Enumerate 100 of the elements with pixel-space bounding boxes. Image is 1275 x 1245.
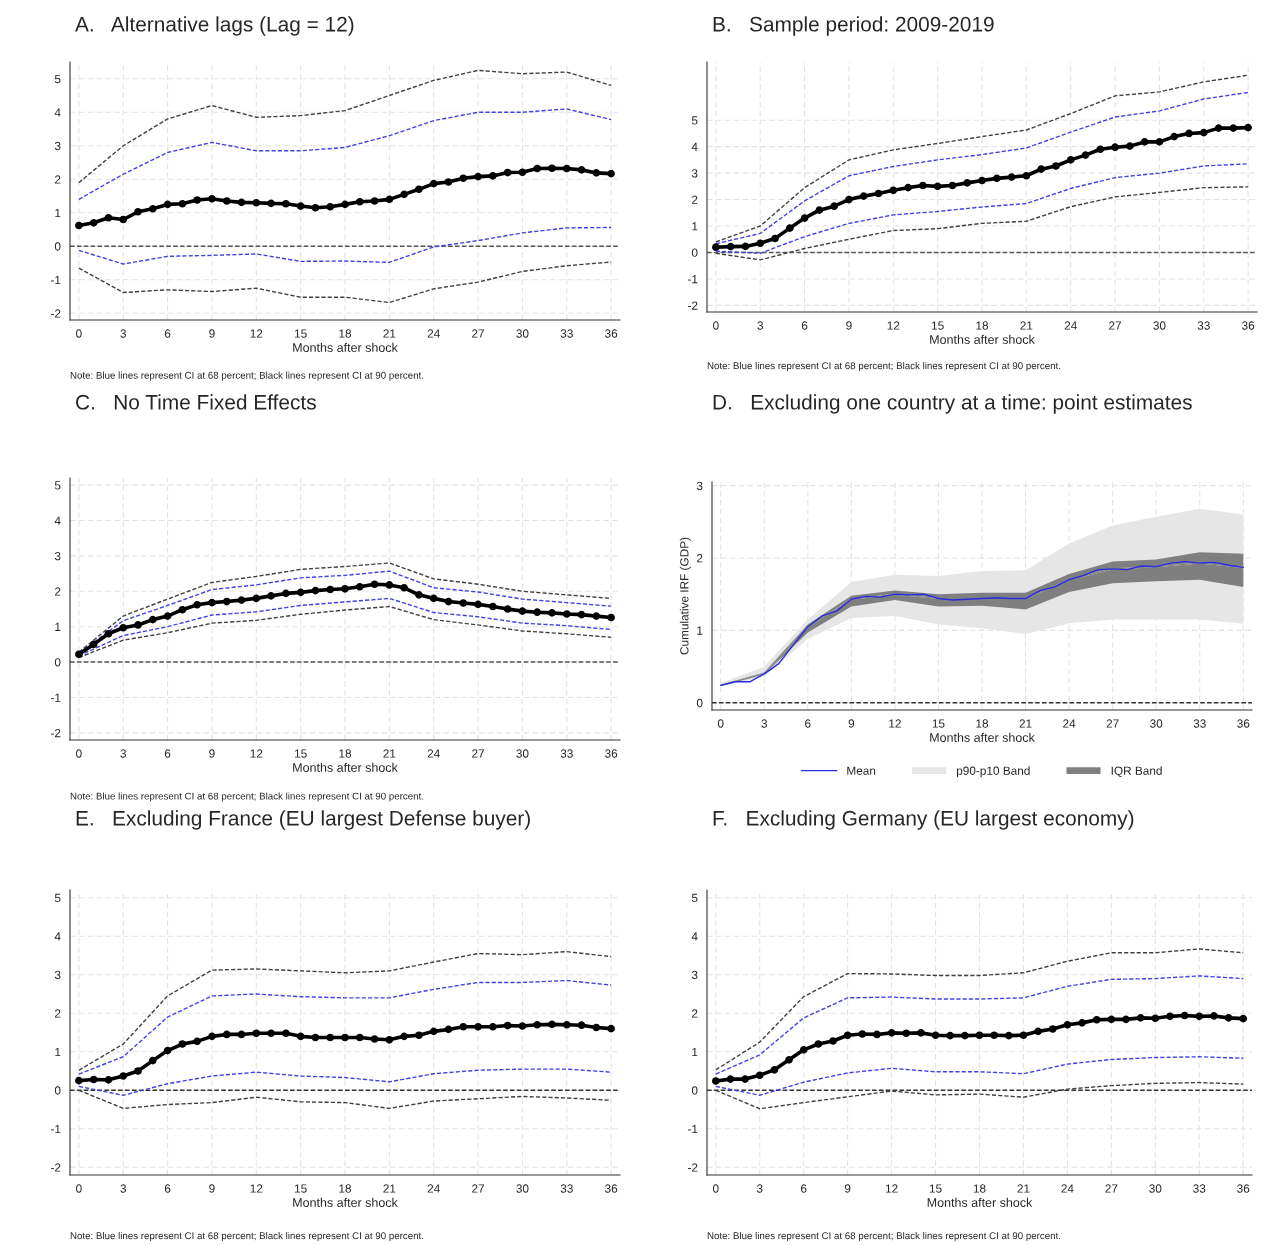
x-axis-title: Months after shock xyxy=(293,1197,398,1207)
y-tick-label: -2 xyxy=(688,301,698,310)
x-tick-label: 21 xyxy=(383,1184,396,1193)
x-tick-label: 9 xyxy=(846,321,852,330)
x-tick-label: 36 xyxy=(605,1184,618,1193)
x-tick-label: 3 xyxy=(761,719,768,728)
y-tick-label: 0 xyxy=(54,658,61,667)
y-tick-label: 3 xyxy=(696,481,703,491)
y-tick-label: 3 xyxy=(54,551,61,561)
y-tick-label: 2 xyxy=(55,175,61,184)
y-tick-label: 4 xyxy=(54,108,61,117)
chart-title: E. Excluding France (EU largest Defense buyer) xyxy=(76,810,530,830)
x-tick-label: 3 xyxy=(120,329,126,338)
x-axis-title: Months after shock xyxy=(293,342,398,352)
x-tick-label: 12 xyxy=(250,329,263,338)
x-tick-label: 3 xyxy=(120,1184,126,1193)
x-tick-label: 15 xyxy=(929,1184,942,1193)
x-tick-label: 21 xyxy=(383,329,396,338)
y-tick-label: 0 xyxy=(54,242,61,251)
y-tick-label: 4 xyxy=(54,932,61,941)
y-tick-label: 3 xyxy=(54,970,61,980)
y-tick-label: -2 xyxy=(51,1163,61,1172)
x-tick-label: 18 xyxy=(339,749,352,758)
x-tick-label: 15 xyxy=(294,329,307,338)
x-tick-label: 9 xyxy=(209,749,215,758)
x-tick-label: 30 xyxy=(516,329,529,338)
x-tick-label: 18 xyxy=(973,1184,986,1193)
legend-label: p90-p10 Band xyxy=(956,766,1030,778)
y-tick-label: 1 xyxy=(55,622,61,631)
text: Note: Blue lines represent CI at 68 percent; Black lines represent CI at 90 percent. xyxy=(70,371,424,381)
y-tick-label: 4 xyxy=(691,142,698,151)
y-tick-label: 0 xyxy=(696,698,703,708)
x-tick-label: 36 xyxy=(1237,719,1250,728)
x-axis-title: Months after shock xyxy=(293,762,398,772)
y-tick-label: -1 xyxy=(51,1124,61,1134)
y-tick-label: -2 xyxy=(688,1163,698,1172)
x-tick-label: 24 xyxy=(427,329,440,338)
y-tick-label: 4 xyxy=(691,932,698,941)
legend-label: IQR Band xyxy=(1111,766,1162,778)
x-tick-label: 0 xyxy=(717,719,724,728)
y-tick-label: 1 xyxy=(692,1047,698,1057)
x-tick-label: 9 xyxy=(209,329,215,338)
text: Note: Blue lines represent CI at 68 percent; Black lines represent CI at 90 percent. xyxy=(707,1232,1061,1242)
x-tick-label: 6 xyxy=(164,329,171,338)
chart-title: D. Excluding one country at a time: point estimates xyxy=(713,394,1192,414)
x-tick-label: 9 xyxy=(209,1184,215,1193)
y-tick-label: -2 xyxy=(51,728,61,738)
x-tick-label: 21 xyxy=(383,749,396,758)
y-tick-label: 2 xyxy=(55,1009,61,1018)
x-axis-title: Months after shock xyxy=(930,732,1035,742)
x-tick-label: 15 xyxy=(294,749,307,758)
x-tick-label: 36 xyxy=(1242,321,1255,330)
x-tick-label: 3 xyxy=(120,749,126,758)
x-tick-label: 27 xyxy=(1106,719,1119,728)
x-tick-label: 33 xyxy=(1193,1184,1206,1193)
y-tick-label: 2 xyxy=(55,587,61,596)
x-tick-label: 12 xyxy=(889,719,901,728)
x-tick-label: 12 xyxy=(250,749,263,758)
y-tick-label: 3 xyxy=(691,970,698,980)
x-tick-label: 0 xyxy=(713,321,719,330)
y-tick-label: -1 xyxy=(51,693,61,702)
x-tick-label: 24 xyxy=(427,749,440,758)
x-tick-label: 12 xyxy=(887,321,900,330)
x-tick-label: 27 xyxy=(472,329,485,338)
x-tick-label: 27 xyxy=(1105,1184,1118,1193)
x-tick-label: 18 xyxy=(976,719,989,728)
x-tick-label: 27 xyxy=(472,749,485,758)
x-tick-label: 0 xyxy=(76,1184,82,1193)
y-tick-label: 3 xyxy=(54,141,61,151)
x-tick-label: 6 xyxy=(164,749,171,758)
x-tick-label: 0 xyxy=(76,749,82,758)
x-tick-label: 0 xyxy=(712,1184,719,1193)
y-tick-label: 1 xyxy=(697,626,703,635)
x-tick-label: 36 xyxy=(605,749,618,758)
y-axis-title: Cumulative IRF (GDP) xyxy=(679,537,691,655)
x-tick-label: 18 xyxy=(339,1184,352,1193)
x-tick-label: 15 xyxy=(932,719,945,728)
text: Note: Blue lines represent CI at 68 percent; Black lines represent CI at 90 percent. xyxy=(70,792,424,802)
x-tick-label: 6 xyxy=(801,1184,807,1193)
x-tick-label: 6 xyxy=(801,321,808,330)
x-tick-label: 27 xyxy=(472,1184,485,1193)
x-tick-label: 27 xyxy=(1109,321,1122,330)
x-tick-label: 3 xyxy=(756,1184,763,1193)
legend-label: Mean xyxy=(847,766,876,775)
y-tick-label: 1 xyxy=(55,208,61,218)
y-tick-label: 5 xyxy=(54,893,61,903)
chart-title: A. Alternative lags (Lag = 12) xyxy=(75,16,354,36)
y-tick-label: 4 xyxy=(54,516,61,525)
x-tick-label: 33 xyxy=(560,749,573,758)
x-tick-label: 15 xyxy=(294,1184,307,1193)
y-tick-label: 1 xyxy=(55,1047,61,1057)
y-tick-label: 0 xyxy=(54,1086,61,1095)
x-tick-label: 33 xyxy=(1197,321,1210,330)
y-tick-label: -1 xyxy=(688,275,698,284)
x-tick-label: 21 xyxy=(1020,321,1033,330)
x-tick-label: 9 xyxy=(844,1184,851,1193)
x-tick-label: 9 xyxy=(848,719,855,728)
y-tick-label: 0 xyxy=(691,248,698,257)
y-tick-label: -1 xyxy=(688,1124,698,1134)
x-tick-label: 24 xyxy=(1061,1184,1074,1193)
